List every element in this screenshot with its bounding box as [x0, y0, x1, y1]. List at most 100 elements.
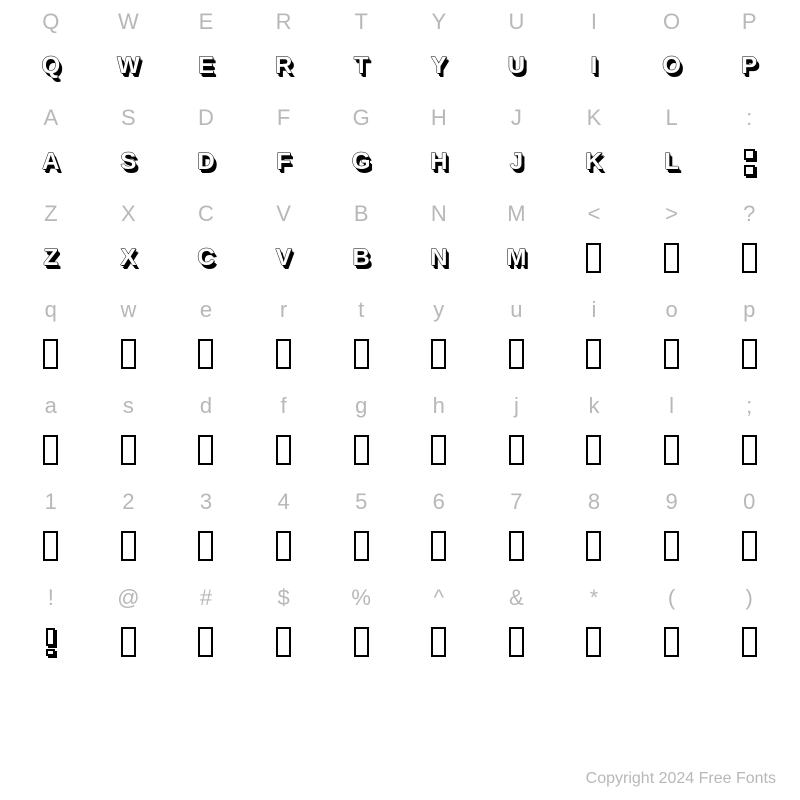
glyph-letter: R: [275, 54, 292, 78]
glyph: [586, 432, 601, 468]
glyph-letter: N: [430, 246, 447, 270]
missing-glyph-box: [509, 531, 524, 561]
charmap-cell: EE: [167, 10, 245, 106]
charmap-cell: 0: [710, 490, 788, 586]
char-label: !: [48, 586, 54, 610]
missing-glyph-box: [664, 243, 679, 273]
glyph: [121, 528, 136, 564]
char-label: B: [354, 202, 369, 226]
glyph: M: [506, 240, 526, 276]
charmap-cell: GG: [322, 106, 400, 202]
char-label: Z: [44, 202, 57, 226]
char-label: t: [358, 298, 364, 322]
char-label: 6: [433, 490, 445, 514]
char-label: >: [665, 202, 678, 226]
char-label: 9: [665, 490, 677, 514]
missing-glyph-box: [121, 339, 136, 369]
char-label: G: [353, 106, 370, 130]
charmap-cell: 9: [633, 490, 711, 586]
char-label: ;: [746, 394, 752, 418]
glyph: [664, 528, 679, 564]
char-label: *: [590, 586, 599, 610]
char-label: ?: [743, 202, 755, 226]
char-label: D: [198, 106, 214, 130]
missing-glyph-box: [431, 339, 446, 369]
charmap-cell: II: [555, 10, 633, 106]
glyph: [509, 336, 524, 372]
missing-glyph-box: [43, 435, 58, 465]
glyph: [43, 432, 58, 468]
missing-glyph-box: [664, 531, 679, 561]
glyph-letter: V: [276, 246, 292, 270]
glyph: [431, 624, 446, 660]
charmap-cell: YY: [400, 10, 478, 106]
charmap-cell: TT: [322, 10, 400, 106]
glyph: [121, 336, 136, 372]
char-label: :: [746, 106, 752, 130]
charmap-cell: JJ: [478, 106, 556, 202]
missing-glyph-box: [742, 243, 757, 273]
char-label: f: [281, 394, 287, 418]
charmap-cell: RR: [245, 10, 323, 106]
char-label: 8: [588, 490, 600, 514]
glyph: [664, 336, 679, 372]
missing-glyph-box: [509, 435, 524, 465]
charmap-cell: g: [322, 394, 400, 490]
char-label: 7: [510, 490, 522, 514]
missing-glyph-box: [586, 435, 601, 465]
glyph: E: [198, 48, 214, 84]
glyph: I: [591, 48, 598, 84]
charmap-cell: $: [245, 586, 323, 682]
glyph: [198, 528, 213, 564]
glyph: A: [42, 144, 59, 180]
glyph: V: [276, 240, 292, 276]
glyph: [744, 144, 755, 180]
charmap-cell: !: [12, 586, 90, 682]
char-label: a: [45, 394, 57, 418]
char-label: <: [588, 202, 601, 226]
character-map-grid: QQWWEERRTTYYUUIIOOPPAASSDDFFGGHHJJKKLL:Z…: [0, 0, 800, 682]
charmap-cell: s: [90, 394, 168, 490]
glyph-letter: K: [585, 150, 602, 174]
char-label: w: [120, 298, 136, 322]
glyph: [276, 624, 291, 660]
charmap-cell: 3: [167, 490, 245, 586]
char-label: r: [280, 298, 287, 322]
char-label: d: [200, 394, 212, 418]
char-label: 2: [122, 490, 134, 514]
glyph: [121, 624, 136, 660]
glyph-letter: G: [352, 150, 371, 174]
glyph: D: [197, 144, 214, 180]
char-label: 1: [45, 490, 57, 514]
glyph: [586, 336, 601, 372]
missing-glyph-box: [664, 435, 679, 465]
glyph: [354, 624, 369, 660]
charmap-cell: y: [400, 298, 478, 394]
charmap-cell: FF: [245, 106, 323, 202]
glyph: Y: [431, 48, 447, 84]
char-label: p: [743, 298, 755, 322]
charmap-cell: &: [478, 586, 556, 682]
charmap-cell: WW: [90, 10, 168, 106]
colon-glyph: [744, 149, 755, 176]
glyph-letter: B: [353, 246, 370, 270]
glyph-letter: F: [276, 150, 291, 174]
glyph: U: [508, 48, 525, 84]
missing-glyph-box: [121, 531, 136, 561]
charmap-cell: %: [322, 586, 400, 682]
missing-glyph-box: [198, 531, 213, 561]
missing-glyph-box: [742, 531, 757, 561]
glyph: C: [197, 240, 214, 276]
char-label: k: [588, 394, 599, 418]
glyph: [43, 528, 58, 564]
glyph-letter: T: [354, 54, 369, 78]
charmap-cell: (: [633, 586, 711, 682]
glyph: [276, 336, 291, 372]
char-label: N: [431, 202, 447, 226]
char-label: $: [277, 586, 289, 610]
glyph-letter: E: [198, 54, 214, 78]
char-label: j: [514, 394, 519, 418]
charmap-cell: CC: [167, 202, 245, 298]
glyph: [509, 528, 524, 564]
glyph: [46, 624, 55, 660]
